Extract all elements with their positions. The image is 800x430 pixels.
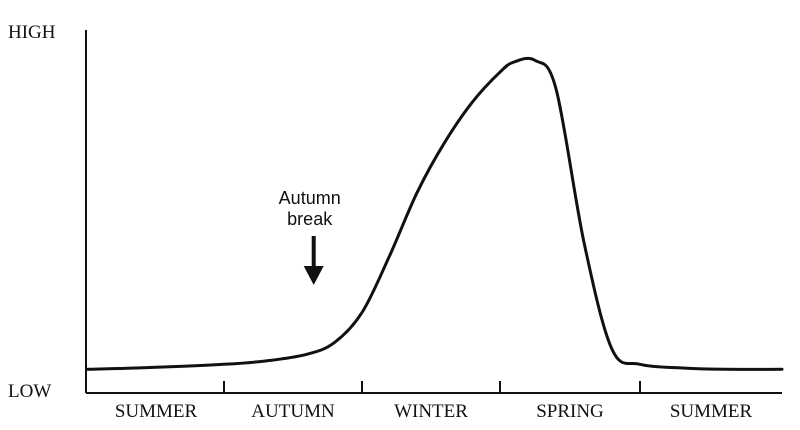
annotation-text-line2: break xyxy=(287,209,333,229)
y-tick-label-low: LOW xyxy=(8,381,51,402)
x-tick-label: SPRING xyxy=(536,401,604,422)
x-tick-label: SUMMER xyxy=(115,401,198,422)
x-season-labels: SUMMER AUTUMN WINTER SPRING SUMMER xyxy=(115,401,753,422)
x-ticks xyxy=(223,381,641,393)
annotation-arrow-head xyxy=(303,266,324,285)
y-tick-label-high: HIGH xyxy=(8,22,56,43)
annotation-autumn-break: Autumn break xyxy=(279,188,341,285)
series-line xyxy=(86,56,784,371)
annotation-text-line1: Autumn xyxy=(279,188,341,208)
x-tick-label: WINTER xyxy=(394,401,468,422)
x-tick-label: SUMMER xyxy=(670,401,753,422)
x-tick-label: AUTUMN xyxy=(251,401,335,422)
